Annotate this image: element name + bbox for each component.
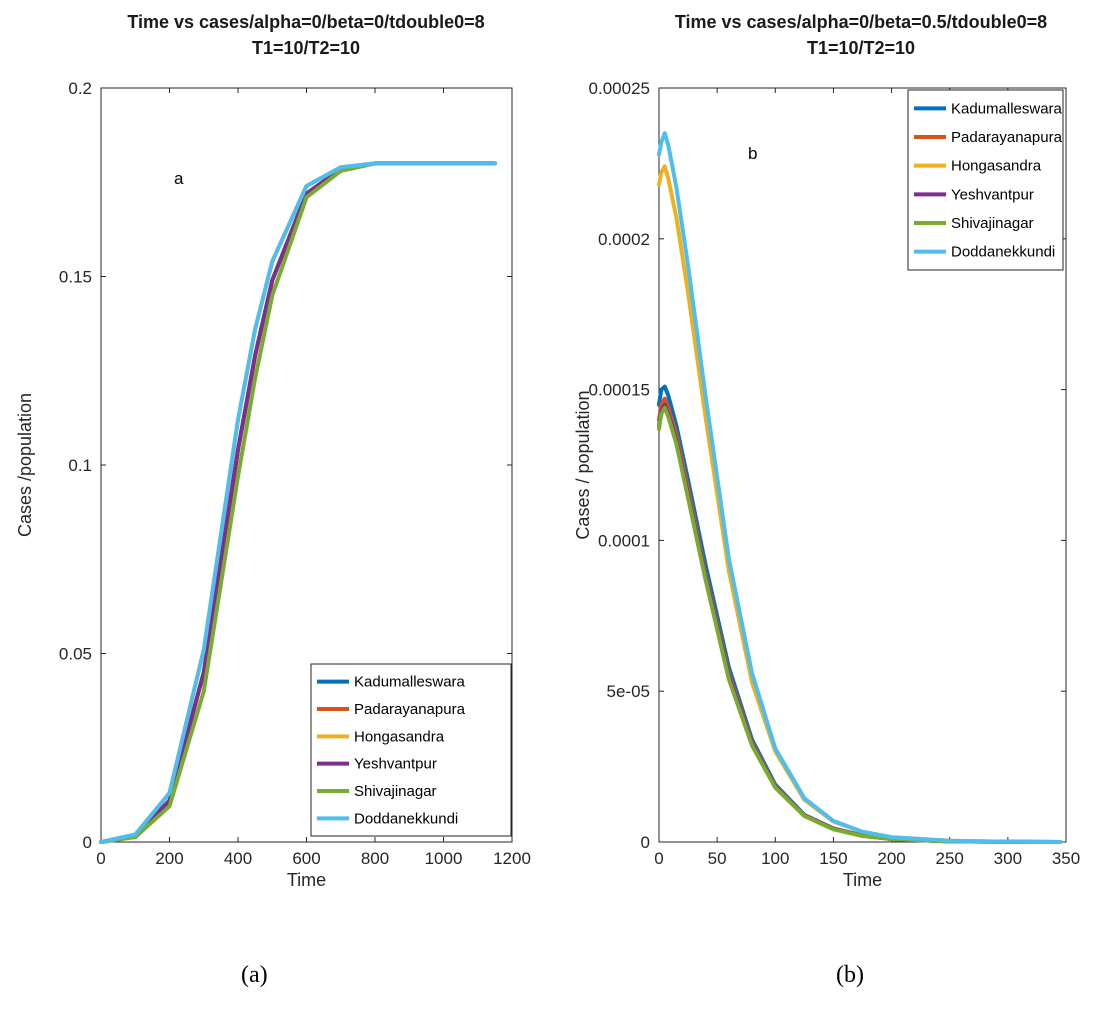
legend-entry: Kadumalleswara: [951, 100, 1063, 117]
x-tick-label: 200: [877, 849, 905, 868]
chart-panel-1: Time vs cases/alpha=0/beta=0/tdouble0=8 T…: [15, 12, 531, 890]
figure: Time vs cases/alpha=0/beta=0/tdouble0=8 T…: [15, 12, 1080, 890]
y-tick-label: 0.15: [59, 268, 92, 287]
series-line-6: [99, 161, 497, 844]
y-tick-label: 5e-05: [607, 682, 650, 701]
x-tick-label: 0: [654, 849, 663, 868]
x-tick-label: 200: [155, 849, 183, 868]
caption-a: (a): [241, 962, 268, 988]
x-tick-label: 1200: [493, 849, 531, 868]
chart-subtitle: T1=10/T2=10: [807, 38, 915, 58]
panel-annotation: b: [748, 144, 757, 163]
series-line-6: [657, 131, 1063, 844]
x-tick-label: 0: [96, 849, 105, 868]
x-tick-label: 600: [292, 849, 320, 868]
x-tick-label: 300: [994, 849, 1022, 868]
legend-entry: Hongasandra: [354, 728, 445, 745]
y-tick-label: 0: [83, 833, 92, 852]
x-axis-label: Time: [287, 870, 326, 890]
y-tick-label: 0.0002: [598, 230, 650, 249]
legend-entry: Shivajinagar: [354, 783, 437, 800]
chart-subtitle: T1=10/T2=10: [252, 38, 360, 58]
x-tick-label: 250: [936, 849, 964, 868]
legend: Kadumalleswara Padarayanapura Hongasandra Y…: [907, 89, 1064, 271]
caption-b: (b): [836, 962, 864, 988]
legend-entry: Yeshvantpur: [951, 186, 1034, 203]
y-tick-label: 0.1: [68, 456, 92, 475]
legend-entry: Shivajinagar: [951, 215, 1034, 232]
legend-box: [310, 663, 512, 837]
y-axis-label: Cases /population: [15, 393, 35, 537]
legend: Kadumalleswara Padarayanapura Hongasandra Y…: [310, 663, 512, 837]
x-tick-label: 350: [1052, 849, 1080, 868]
legend-entry: Padarayanapura: [354, 701, 466, 718]
y-axis-label: Cases / population: [573, 390, 593, 539]
y-tick-label: 0.2: [68, 79, 92, 98]
y-tick-label: 0.00025: [589, 79, 650, 98]
legend-entry: Kadumalleswara: [354, 674, 466, 691]
y-tick-label: 0.00015: [589, 381, 650, 400]
chart-title: Time vs cases/alpha=0/beta=0/tdouble0=8: [127, 12, 484, 32]
chart-panel-2: Time vs cases/alpha=0/beta=0.5/tdouble0=…: [573, 12, 1080, 890]
legend-entry: Doddanekkundi: [354, 810, 458, 827]
panel-annotation: a: [174, 169, 184, 188]
x-tick-label: 1000: [425, 849, 463, 868]
y-tick-label: 0.0001: [598, 531, 650, 550]
legend-entry: Padarayanapura: [951, 129, 1063, 146]
y-tick-label: 0: [641, 833, 650, 852]
x-tick-label: 400: [224, 849, 252, 868]
chart-title: Time vs cases/alpha=0/beta=0.5/tdouble0=…: [675, 12, 1047, 32]
x-tick-label: 800: [361, 849, 389, 868]
x-axis-label: Time: [843, 870, 882, 890]
x-tick-label: 50: [708, 849, 727, 868]
y-tick-label: 0.05: [59, 645, 92, 664]
x-tick-label: 100: [761, 849, 789, 868]
legend-entry: Doddanekkundi: [951, 244, 1055, 261]
x-tick-label: 150: [819, 849, 847, 868]
legend-box: [907, 89, 1064, 271]
legend-entry: Yeshvantpur: [354, 756, 437, 773]
legend-entry: Hongasandra: [951, 158, 1042, 175]
